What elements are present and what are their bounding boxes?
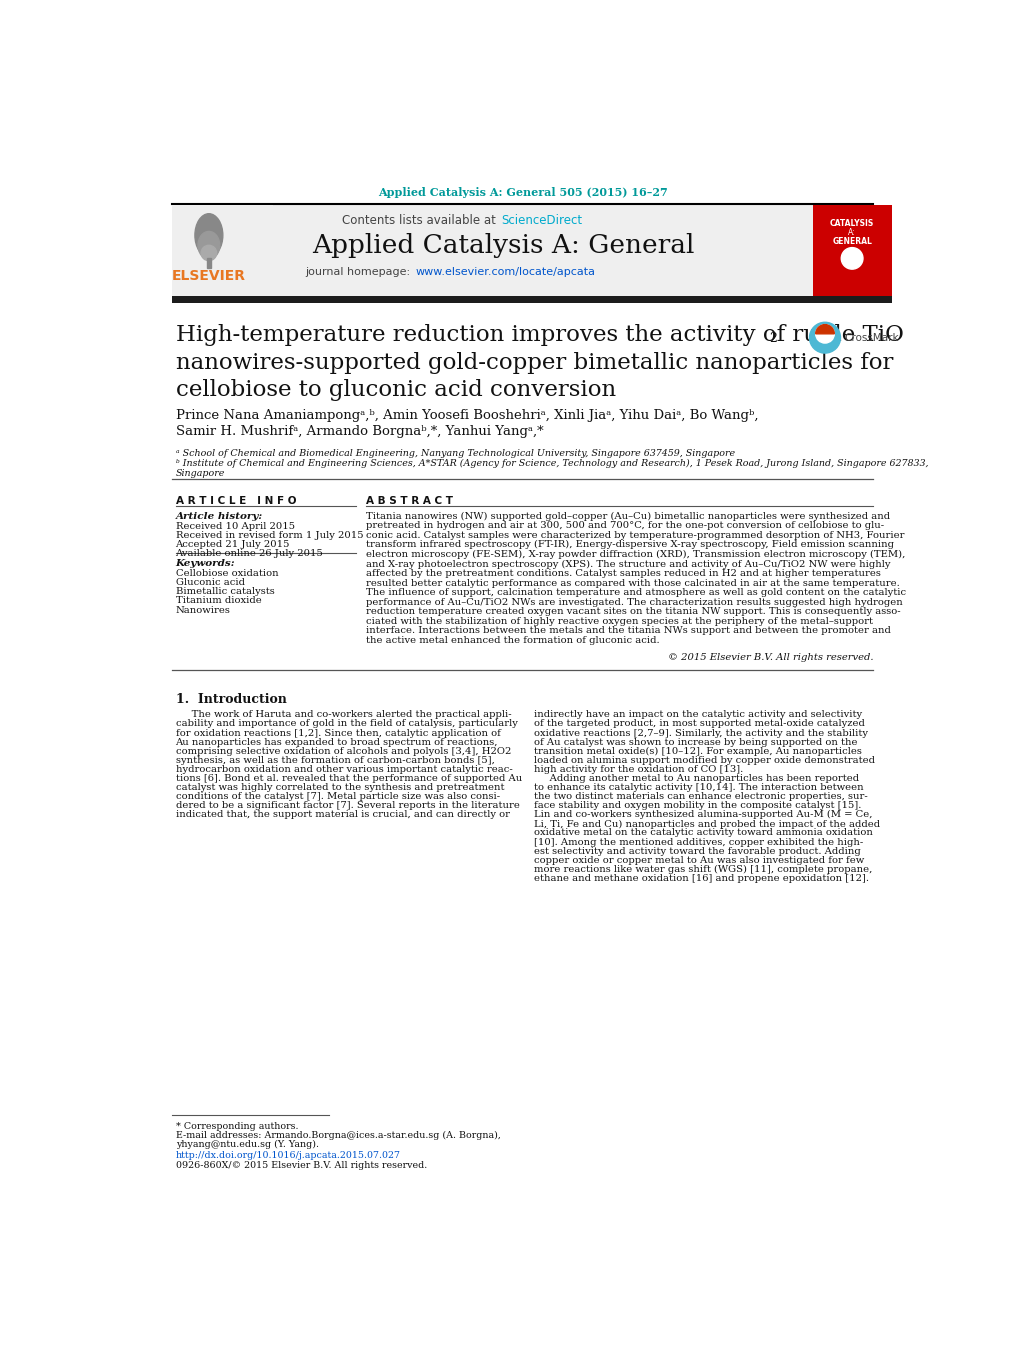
Text: Li, Ti, Fe and Cu) nanoparticles and probed the impact of the added: Li, Ti, Fe and Cu) nanoparticles and pro… bbox=[533, 820, 878, 828]
Text: comprising selective oxidation of alcohols and polyols [3,4], H2O2: comprising selective oxidation of alcoho… bbox=[175, 747, 511, 755]
Text: cability and importance of gold in the field of catalysis, particularly: cability and importance of gold in the f… bbox=[175, 720, 517, 728]
Text: The work of Haruta and co-workers alerted the practical appli-: The work of Haruta and co-workers alerte… bbox=[175, 711, 511, 719]
Text: 1.  Introduction: 1. Introduction bbox=[175, 693, 286, 707]
Text: Adding another metal to Au nanoparticles has been reported: Adding another metal to Au nanoparticles… bbox=[533, 774, 858, 784]
Text: Au nanoparticles has expanded to broad spectrum of reactions,: Au nanoparticles has expanded to broad s… bbox=[175, 738, 497, 747]
Text: the active metal enhanced the formation of gluconic acid.: the active metal enhanced the formation … bbox=[366, 636, 659, 644]
Text: ethane and methane oxidation [16] and propene epoxidation [12].: ethane and methane oxidation [16] and pr… bbox=[533, 874, 868, 884]
Text: conditions of the catalyst [7]. Metal particle size was also consi-: conditions of the catalyst [7]. Metal pa… bbox=[175, 792, 499, 801]
Text: 2: 2 bbox=[768, 331, 776, 345]
Text: Contents lists available at: Contents lists available at bbox=[341, 215, 499, 227]
Text: Samir H. Mushrifᵃ, Armando Borgnaᵇ,*, Yanhui Yangᵃ,*: Samir H. Mushrifᵃ, Armando Borgnaᵇ,*, Ya… bbox=[175, 426, 543, 439]
Text: affected by the pretreatment conditions. Catalyst samples reduced in H2 and at h: affected by the pretreatment conditions.… bbox=[366, 569, 880, 578]
Text: transition metal oxide(s) [10–12]. For example, Au nanoparticles: transition metal oxide(s) [10–12]. For e… bbox=[533, 747, 861, 755]
Text: www.elsevier.com/locate/apcata: www.elsevier.com/locate/apcata bbox=[416, 267, 595, 277]
Text: cellobiose to gluconic acid conversion: cellobiose to gluconic acid conversion bbox=[175, 380, 615, 401]
Text: for oxidation reactions [1,2]. Since then, catalytic application of: for oxidation reactions [1,2]. Since the… bbox=[175, 728, 500, 738]
Text: conic acid. Catalyst samples were characterized by temperature-programmed desorp: conic acid. Catalyst samples were charac… bbox=[366, 531, 904, 540]
Text: Article history:: Article history: bbox=[175, 512, 263, 520]
Text: to enhance its catalytic activity [10,14]. The interaction between: to enhance its catalytic activity [10,14… bbox=[533, 784, 862, 792]
Wedge shape bbox=[815, 324, 834, 334]
Text: * Corresponding authors.: * Corresponding authors. bbox=[175, 1121, 298, 1131]
Text: Singapore: Singapore bbox=[175, 469, 225, 478]
Text: nanowires-supported gold-copper bimetallic nanoparticles for: nanowires-supported gold-copper bimetall… bbox=[175, 351, 892, 373]
Text: A B S T R A C T: A B S T R A C T bbox=[366, 496, 452, 507]
Text: ᵃ School of Chemical and Biomedical Engineering, Nanyang Technological Universit: ᵃ School of Chemical and Biomedical Engi… bbox=[175, 449, 734, 458]
Text: Titanium dioxide: Titanium dioxide bbox=[175, 596, 261, 605]
Text: Received in revised form 1 July 2015: Received in revised form 1 July 2015 bbox=[175, 531, 363, 540]
Text: high activity for the oxidation of CO [13].: high activity for the oxidation of CO [1… bbox=[533, 765, 742, 774]
Text: indicated that, the support material is crucial, and can directly or: indicated that, the support material is … bbox=[175, 811, 510, 819]
Text: GENERAL: GENERAL bbox=[832, 236, 871, 246]
Text: pretreated in hydrogen and air at 300, 500 and 700°C, for the one-pot conversion: pretreated in hydrogen and air at 300, 5… bbox=[366, 521, 883, 530]
Text: ScienceDirect: ScienceDirect bbox=[500, 215, 582, 227]
Text: and X-ray photoelectron spectroscopy (XPS). The structure and activity of Au–Cu/: and X-ray photoelectron spectroscopy (XP… bbox=[366, 559, 890, 569]
Text: Keywords:: Keywords: bbox=[175, 559, 235, 567]
Text: oxidative reactions [2,7–9]. Similarly, the activity and the stability: oxidative reactions [2,7–9]. Similarly, … bbox=[533, 728, 867, 738]
Text: synthesis, as well as the formation of carbon-carbon bonds [5],: synthesis, as well as the formation of c… bbox=[175, 755, 494, 765]
Text: ᵇ Institute of Chemical and Engineering Sciences, A*STAR (Agency for Science, Te: ᵇ Institute of Chemical and Engineering … bbox=[175, 459, 927, 469]
Text: resulted better catalytic performance as compared with those calcinated in air a: resulted better catalytic performance as… bbox=[366, 578, 899, 588]
Text: Received 10 April 2015: Received 10 April 2015 bbox=[175, 521, 294, 531]
Text: loaded on alumina support modified by copper oxide demonstrated: loaded on alumina support modified by co… bbox=[533, 755, 873, 765]
Bar bbox=[812, 205, 891, 296]
Text: ELSEVIER: ELSEVIER bbox=[172, 269, 246, 284]
Text: tions [6]. Bond et al. revealed that the performance of supported Au: tions [6]. Bond et al. revealed that the… bbox=[175, 774, 522, 784]
Text: Nanowires: Nanowires bbox=[175, 605, 230, 615]
Text: CrossMark: CrossMark bbox=[844, 332, 898, 343]
Text: indirectly have an impact on the catalytic activity and selectivity: indirectly have an impact on the catalyt… bbox=[533, 711, 861, 719]
Text: ciated with the stabilization of highly reactive oxygen species at the periphery: ciated with the stabilization of highly … bbox=[366, 616, 872, 626]
Ellipse shape bbox=[195, 213, 222, 257]
Text: Lin and co-workers synthesized alumina-supported Au-M (M = Ce,: Lin and co-workers synthesized alumina-s… bbox=[533, 811, 871, 820]
Text: Applied Catalysis A: General 505 (2015) 16–27: Applied Catalysis A: General 505 (2015) … bbox=[377, 188, 667, 199]
Text: © 2015 Elsevier B.V. All rights reserved.: © 2015 Elsevier B.V. All rights reserved… bbox=[666, 654, 872, 662]
Text: performance of Au–Cu/TiO2 NWs are investigated. The characterization results sug: performance of Au–Cu/TiO2 NWs are invest… bbox=[366, 597, 902, 607]
Bar bbox=[206, 258, 211, 267]
Text: The influence of support, calcination temperature and atmosphere as well as gold: The influence of support, calcination te… bbox=[366, 588, 906, 597]
Text: more reactions like water gas shift (WGS) [11], complete propane,: more reactions like water gas shift (WGS… bbox=[533, 865, 871, 874]
Ellipse shape bbox=[198, 231, 219, 259]
Text: oxidative metal on the catalytic activity toward ammonia oxidation: oxidative metal on the catalytic activit… bbox=[533, 828, 871, 838]
Text: journal homepage:: journal homepage: bbox=[306, 267, 414, 277]
Bar bbox=[172, 205, 273, 296]
Bar bbox=[172, 205, 812, 296]
Text: Bimetallic catalysts: Bimetallic catalysts bbox=[175, 588, 274, 596]
Text: the two distinct materials can enhance electronic properties, sur-: the two distinct materials can enhance e… bbox=[533, 792, 866, 801]
Text: of the targeted product, in most supported metal-oxide catalyzed: of the targeted product, in most support… bbox=[533, 720, 864, 728]
Text: Prince Nana Amaniampongᵃ,ᵇ, Amin Yoosefi Booshehriᵃ, Xinli Jiaᵃ, Yihu Daiᵃ, Bo W: Prince Nana Amaniampongᵃ,ᵇ, Amin Yoosefi… bbox=[175, 408, 757, 422]
Text: electron microscopy (FE-SEM), X-ray powder diffraction (XRD), Transmission elect: electron microscopy (FE-SEM), X-ray powd… bbox=[366, 550, 905, 559]
Text: CATALYSIS: CATALYSIS bbox=[829, 219, 873, 228]
Text: A:: A: bbox=[848, 228, 855, 238]
Circle shape bbox=[809, 323, 840, 353]
Text: A R T I C L E   I N F O: A R T I C L E I N F O bbox=[175, 496, 296, 507]
Text: of Au catalyst was shown to increase by being supported on the: of Au catalyst was shown to increase by … bbox=[533, 738, 856, 747]
Text: Gluconic acid: Gluconic acid bbox=[175, 578, 245, 586]
Text: High-temperature reduction improves the activity of rutile TiO: High-temperature reduction improves the … bbox=[175, 324, 903, 346]
Text: Available online 26 July 2015: Available online 26 July 2015 bbox=[175, 550, 323, 558]
Text: Titania nanowires (NW) supported gold–copper (Au–Cu) bimetallic nanoparticles we: Titania nanowires (NW) supported gold–co… bbox=[366, 512, 890, 521]
Text: hydrocarbon oxidation and other various important catalytic reac-: hydrocarbon oxidation and other various … bbox=[175, 765, 512, 774]
Ellipse shape bbox=[201, 246, 216, 261]
Circle shape bbox=[815, 324, 834, 343]
Text: face stability and oxygen mobility in the composite catalyst [15].: face stability and oxygen mobility in th… bbox=[533, 801, 860, 811]
Text: interface. Interactions between the metals and the titania NWs support and betwe: interface. Interactions between the meta… bbox=[366, 627, 891, 635]
Text: catalyst was highly correlated to the synthesis and pretreatment: catalyst was highly correlated to the sy… bbox=[175, 784, 503, 792]
Text: copper oxide or copper metal to Au was also investigated for few: copper oxide or copper metal to Au was a… bbox=[533, 855, 863, 865]
Text: transform infrared spectroscopy (FT-IR), Energy-dispersive X-ray spectroscopy, F: transform infrared spectroscopy (FT-IR),… bbox=[366, 540, 894, 550]
Text: dered to be a significant factor [7]. Several reports in the literature: dered to be a significant factor [7]. Se… bbox=[175, 801, 519, 811]
Text: Cellobiose oxidation: Cellobiose oxidation bbox=[175, 569, 278, 578]
Text: est selectivity and activity toward the favorable product. Adding: est selectivity and activity toward the … bbox=[533, 847, 859, 855]
Text: http://dx.doi.org/10.1016/j.apcata.2015.07.027: http://dx.doi.org/10.1016/j.apcata.2015.… bbox=[175, 1151, 400, 1159]
Bar bbox=[172, 296, 891, 303]
Text: E-mail addresses: Armando.Borgna@ices.a-star.edu.sg (A. Borgna),: E-mail addresses: Armando.Borgna@ices.a-… bbox=[175, 1131, 500, 1140]
Text: Accepted 21 July 2015: Accepted 21 July 2015 bbox=[175, 540, 289, 550]
Text: 0926-860X/© 2015 Elsevier B.V. All rights reserved.: 0926-860X/© 2015 Elsevier B.V. All right… bbox=[175, 1161, 426, 1170]
Text: Applied Catalysis A: General: Applied Catalysis A: General bbox=[312, 232, 694, 258]
Text: reduction temperature created oxygen vacant sites on the titania NW support. Thi: reduction temperature created oxygen vac… bbox=[366, 607, 900, 616]
Text: [10]. Among the mentioned additives, copper exhibited the high-: [10]. Among the mentioned additives, cop… bbox=[533, 838, 862, 847]
Text: yhyang@ntu.edu.sg (Y. Yang).: yhyang@ntu.edu.sg (Y. Yang). bbox=[175, 1140, 318, 1150]
Circle shape bbox=[841, 247, 862, 269]
